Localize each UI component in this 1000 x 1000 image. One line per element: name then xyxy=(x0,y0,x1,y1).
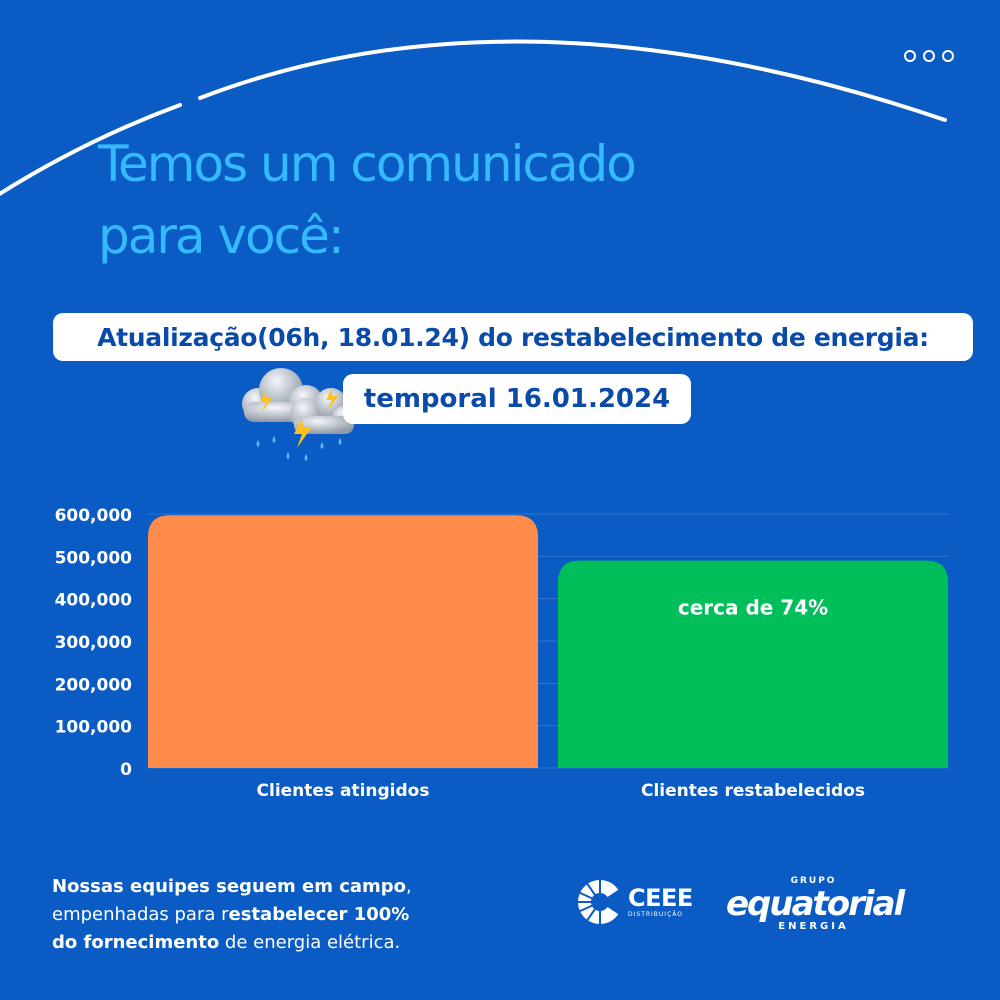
bar-chart: 0 100,000 200,000 300,000 400,000 500,000 600,… xyxy=(55,506,948,801)
ceee-name: CEEE xyxy=(628,883,693,912)
y-tick-label: 500,000 xyxy=(55,548,133,568)
footer-message: Nossas equipes seguem em campo, empenhad… xyxy=(52,873,412,957)
storm-cloud-icon xyxy=(242,368,356,461)
y-tick-label: 0 xyxy=(120,760,132,780)
footer-line-3-regular: de energia elétrica. xyxy=(219,932,401,953)
title-line-2: para você: xyxy=(98,207,345,265)
bar-clientes-restabelecidos xyxy=(558,560,948,768)
equatorial-group-label: GRUPO xyxy=(790,876,837,886)
footer-line-3-bold: do fornecimento xyxy=(52,932,220,953)
y-tick-label: 300,000 xyxy=(55,633,133,653)
y-tick-label: 600,000 xyxy=(55,506,133,526)
ceee-logo: CEEE DISTRIBUIÇÃO xyxy=(576,878,693,926)
y-tick-label: 100,000 xyxy=(55,718,133,738)
dot-icon xyxy=(923,50,935,62)
ceee-sun-icon xyxy=(577,880,624,924)
bar-clientes-atingidos xyxy=(148,515,538,768)
dot-icon xyxy=(942,50,954,62)
bar-data-label: cerca de 74% xyxy=(678,596,828,620)
equatorial-name: equatorial xyxy=(726,884,905,924)
x-tick-label: Clientes atingidos xyxy=(257,781,430,801)
footer-line-3: do fornecimento de energia elétrica. xyxy=(52,929,412,957)
footer-line-2-regular: empenhadas para r xyxy=(52,904,229,925)
x-tick-label: Clientes restabelecidos xyxy=(641,781,865,801)
y-tick-label: 200,000 xyxy=(55,675,133,695)
title-line-1: Temos um comunicado xyxy=(98,135,637,193)
update-label: Atualização(06h, 18.01.24) do restabelec… xyxy=(53,313,973,361)
footer-line-1: Nossas equipes seguem em campo, xyxy=(52,873,412,901)
footer-line-2: empenhadas para restabelecer 100% xyxy=(52,901,412,929)
page-title: Temos um comunicado para você: xyxy=(98,128,637,272)
dot-icon xyxy=(904,50,916,62)
more-options-dots-icon[interactable] xyxy=(904,50,954,62)
storm-date-label: temporal 16.01.2024 xyxy=(343,374,691,424)
footer-line-2-bold: estabelecer 100% xyxy=(228,904,410,925)
equatorial-energy-label: ENERGIA xyxy=(778,921,849,932)
footer-line-1-rest: , xyxy=(406,876,412,897)
equatorial-logo: GRUPO equatorial ENERGIA xyxy=(726,876,905,933)
y-tick-label: 400,000 xyxy=(55,591,133,611)
ceee-subtitle: DISTRIBUIÇÃO xyxy=(628,910,683,918)
footer-line-1-bold: Nossas equipes seguem em campo xyxy=(52,876,407,897)
